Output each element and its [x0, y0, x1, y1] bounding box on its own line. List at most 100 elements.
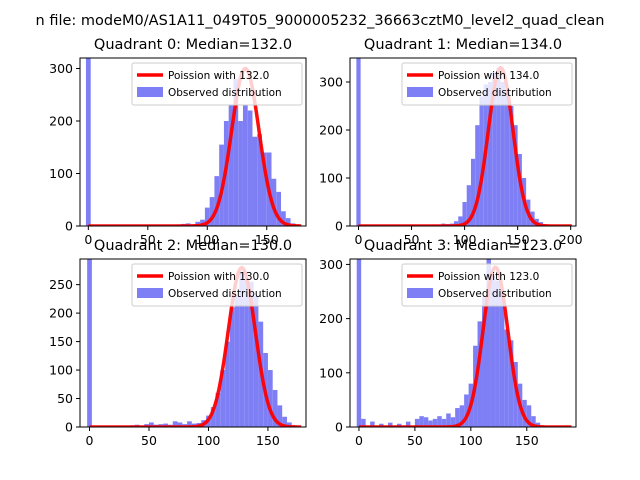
- histogram-bar: [200, 219, 205, 226]
- histogram-bar: [464, 394, 469, 427]
- y-tick-label: 200: [319, 311, 343, 326]
- histogram-bar: [492, 72, 497, 226]
- histogram-bar: [239, 273, 245, 427]
- y-tick-label: 150: [49, 334, 73, 349]
- y-tick-label: 300: [319, 257, 343, 272]
- axes-frame: [79, 57, 307, 227]
- histogram-bar: [242, 105, 248, 226]
- histogram-bar: [225, 341, 230, 427]
- histogram-bar: [85, 58, 91, 226]
- histogram-bar: [419, 416, 424, 427]
- y-tick-label: 300: [319, 75, 343, 90]
- histogram-bar: [388, 422, 393, 427]
- histogram-bar: [261, 152, 267, 226]
- fit-curve: [358, 265, 573, 427]
- figure-title: n file: modeM0/AS1A11_049T05_9000005232_…: [36, 13, 605, 29]
- y-tick-label: 200: [49, 306, 73, 321]
- histogram-bar: [370, 421, 375, 427]
- legend-box: [131, 62, 303, 106]
- y-tick-label: 0: [335, 420, 343, 435]
- x-tick-label: 50: [140, 232, 156, 247]
- histogram-bar: [286, 422, 292, 427]
- legend-fit-label: Poission with 132.0: [168, 70, 269, 82]
- axes-frame: [79, 258, 307, 428]
- legend-fit-label: Poission with 134.0: [438, 70, 539, 82]
- y-tick-label: 0: [65, 219, 73, 234]
- y-tick-label: 200: [49, 114, 73, 129]
- histogram-bar: [238, 121, 243, 226]
- x-tick-label: 0: [355, 232, 363, 247]
- y-tick-label: 100: [319, 171, 343, 186]
- subplot-title: Quadrant 3: Median=123.0: [364, 238, 562, 254]
- histogram-bar: [276, 191, 282, 226]
- histogram-bar: [504, 329, 509, 427]
- subplot-0: 0 50 100 150 0 100 200 300 Quadrant 0: Median=13…: [49, 37, 307, 247]
- subplot-2: 0 50 100 150 0 50 100 150 200 250 Quadrant 2: Medi…: [49, 238, 307, 448]
- histogram-bar: [228, 105, 234, 226]
- histogram-bar: [513, 125, 518, 226]
- legend-box: [401, 263, 573, 307]
- histogram-bar: [214, 176, 220, 226]
- axes-frame: [349, 258, 577, 428]
- x-tick-label: 100: [453, 232, 477, 247]
- histogram-bar: [526, 405, 532, 427]
- legend-hist-label: Observed distribution: [438, 288, 552, 300]
- legend-fit-label: Poission with 130.0: [168, 271, 269, 283]
- histogram-bar: [257, 134, 262, 226]
- x-tick-label: 0: [355, 433, 363, 448]
- histogram-bar: [172, 421, 178, 427]
- plot-area: [356, 259, 573, 427]
- subplot-title: Quadrant 0: Median=132.0: [94, 37, 292, 53]
- y-tick-label: 300: [49, 61, 73, 76]
- histogram-bar: [455, 408, 460, 427]
- histogram-bar: [414, 418, 420, 427]
- histogram-bar: [508, 340, 514, 427]
- histogram-bar: [499, 291, 505, 427]
- histogram-bar: [233, 79, 239, 226]
- histogram-bar: [234, 296, 240, 427]
- histogram-bar: [513, 361, 518, 427]
- x-tick-label: 150: [515, 433, 539, 448]
- histogram-bar: [462, 202, 467, 226]
- histogram-bar: [458, 216, 463, 226]
- histogram-bar: [500, 82, 505, 226]
- x-tick-label: 0: [86, 433, 94, 448]
- histogram-bar: [495, 280, 500, 427]
- histogram-bar: [177, 422, 183, 427]
- histogram-bar: [253, 296, 259, 427]
- y-tick-label: 200: [319, 123, 343, 138]
- x-tick-label: 100: [195, 232, 219, 247]
- legend-box: [401, 62, 573, 106]
- histogram-bar: [450, 417, 456, 427]
- histogram-bar: [220, 370, 226, 427]
- x-tick-label: 100: [459, 433, 483, 448]
- x-tick-label: 150: [506, 232, 530, 247]
- x-tick-label: 50: [141, 433, 157, 448]
- histogram-bar: [361, 418, 366, 427]
- histogram-bar: [509, 106, 514, 226]
- histogram-bar: [496, 67, 501, 226]
- y-tick-label: 100: [49, 166, 73, 181]
- histogram-bar: [482, 296, 487, 427]
- histogram-bar: [470, 158, 476, 226]
- x-tick-label: 100: [197, 433, 221, 448]
- histogram-bar: [148, 422, 154, 427]
- histogram-bar: [504, 91, 510, 226]
- y-tick-label: 250: [49, 277, 73, 292]
- histogram-bar: [356, 58, 361, 226]
- x-tick-label: 0: [84, 232, 92, 247]
- legend-hist-label: Observed distribution: [438, 87, 552, 99]
- histogram-bar: [267, 370, 273, 427]
- histogram-bar: [446, 413, 451, 427]
- y-tick-label: 100: [319, 365, 343, 380]
- histogram-bar: [466, 185, 471, 226]
- x-tick-label: 50: [404, 232, 420, 247]
- axes-frame: [349, 57, 577, 227]
- histogram-bar: [432, 418, 438, 427]
- histogram-bar: [475, 125, 480, 226]
- histogram-bar: [282, 416, 287, 427]
- legend-hist-swatch: [137, 87, 163, 97]
- fit-curve: [357, 65, 573, 226]
- plot-area: [356, 58, 573, 226]
- legend-hist-label: Observed distribution: [168, 288, 282, 300]
